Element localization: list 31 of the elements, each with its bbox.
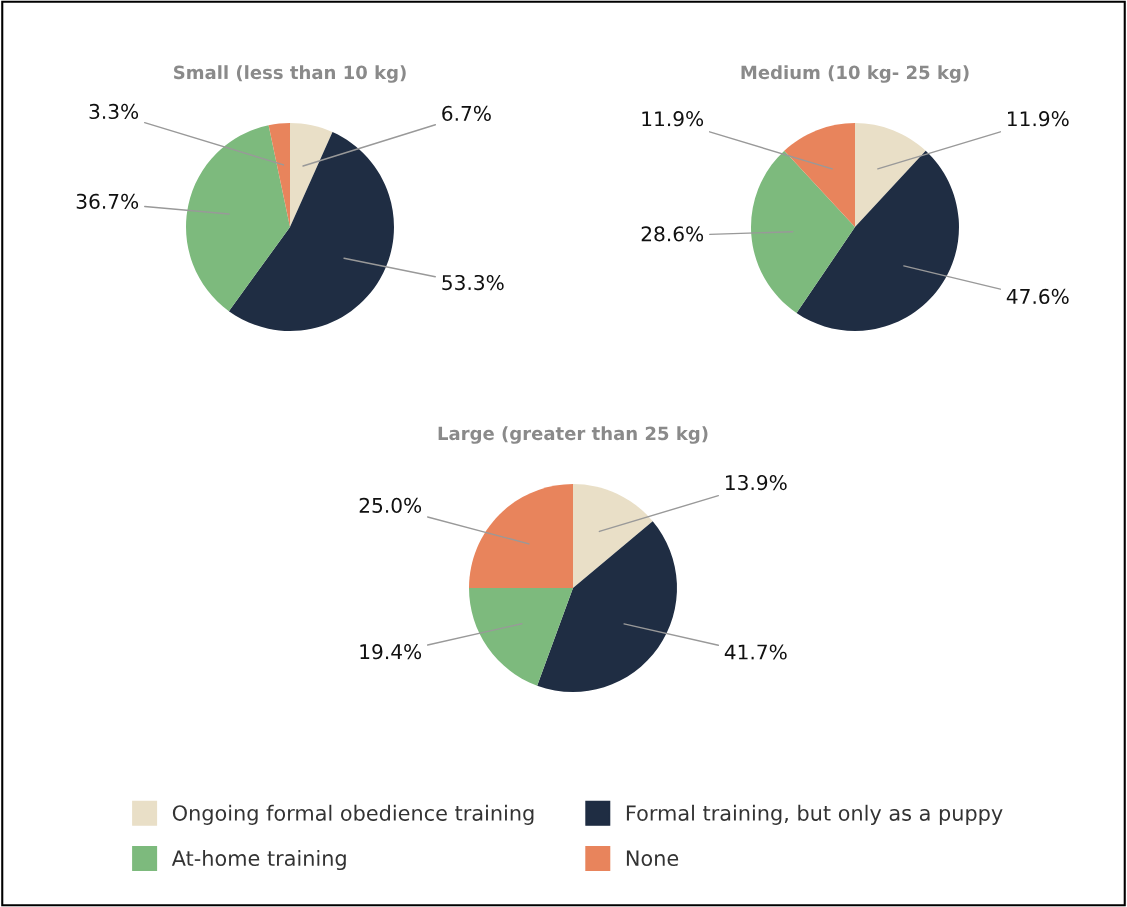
pie-slice xyxy=(268,123,290,227)
pie-slice xyxy=(469,484,573,588)
pie-slice xyxy=(751,150,855,314)
chart-title: Small (less than 10 kg) xyxy=(174,65,406,83)
data-label: 36.7% xyxy=(76,193,139,209)
pie-slice xyxy=(573,484,653,588)
data-label: 13.9% xyxy=(726,474,787,491)
data-label: 25.0% xyxy=(359,497,422,513)
pie-slice xyxy=(228,132,394,331)
chart-title: Large (greater than 25 kg) xyxy=(438,426,708,444)
data-label: 11.9% xyxy=(1008,111,1069,127)
data-label: 11.9% xyxy=(642,111,704,127)
pie-slice xyxy=(855,123,926,227)
data-label: 41.7% xyxy=(724,644,787,660)
legend-label: None xyxy=(626,850,679,867)
data-label: 28.6% xyxy=(641,226,704,242)
data-label: 47.6% xyxy=(1006,288,1069,305)
pie-slice xyxy=(796,150,959,331)
data-label: 3.3% xyxy=(89,103,139,120)
legend-label: At-home training xyxy=(171,849,346,871)
data-label: 6.7% xyxy=(442,105,491,121)
legend-label: Ongoing formal obedience training xyxy=(172,804,534,825)
pie-slice xyxy=(784,123,855,227)
data-label: 53.3% xyxy=(442,274,504,291)
pie-slice xyxy=(537,521,677,692)
legend-label: Formal training, but only as a puppy xyxy=(626,804,1003,825)
pie-slice xyxy=(290,123,333,227)
pie-slice xyxy=(186,125,290,312)
chart-title: Medium (10 kg- 25 kg) xyxy=(741,65,969,83)
data-label: 19.4% xyxy=(360,644,422,660)
pie-slice xyxy=(469,588,573,686)
